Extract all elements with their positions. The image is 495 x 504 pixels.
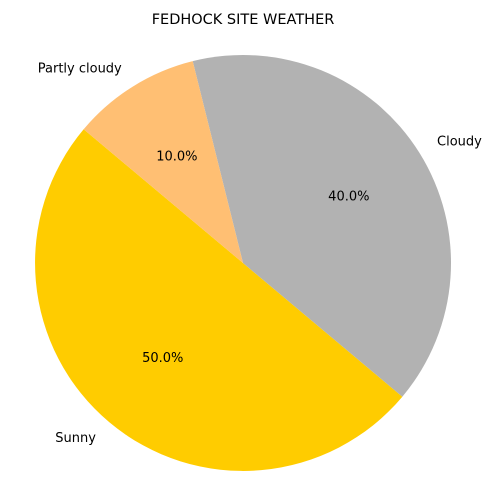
slice-label-cloudy: Cloudy: [437, 134, 482, 149]
pct-label-cloudy: 40.0%: [328, 189, 369, 204]
pct-label-partly-cloudy: 10.0%: [156, 150, 197, 165]
pie-labels: Sunny 50.0% Cloudy 40.0% Partly cloudy 10.0%: [38, 61, 482, 445]
pie-slice-partly-cloudy: [83, 61, 243, 264]
pie-slice-cloudy: [192, 55, 452, 397]
slice-label-sunny: Sunny: [55, 431, 96, 446]
chart-title: FEDHOCK SITE WEATHER: [152, 12, 335, 28]
pie-slices: [35, 55, 452, 471]
pct-label-sunny: 50.0%: [142, 351, 183, 366]
slice-label-partly-cloudy: Partly cloudy: [38, 61, 122, 76]
pie-slice-sunny: [35, 129, 403, 471]
